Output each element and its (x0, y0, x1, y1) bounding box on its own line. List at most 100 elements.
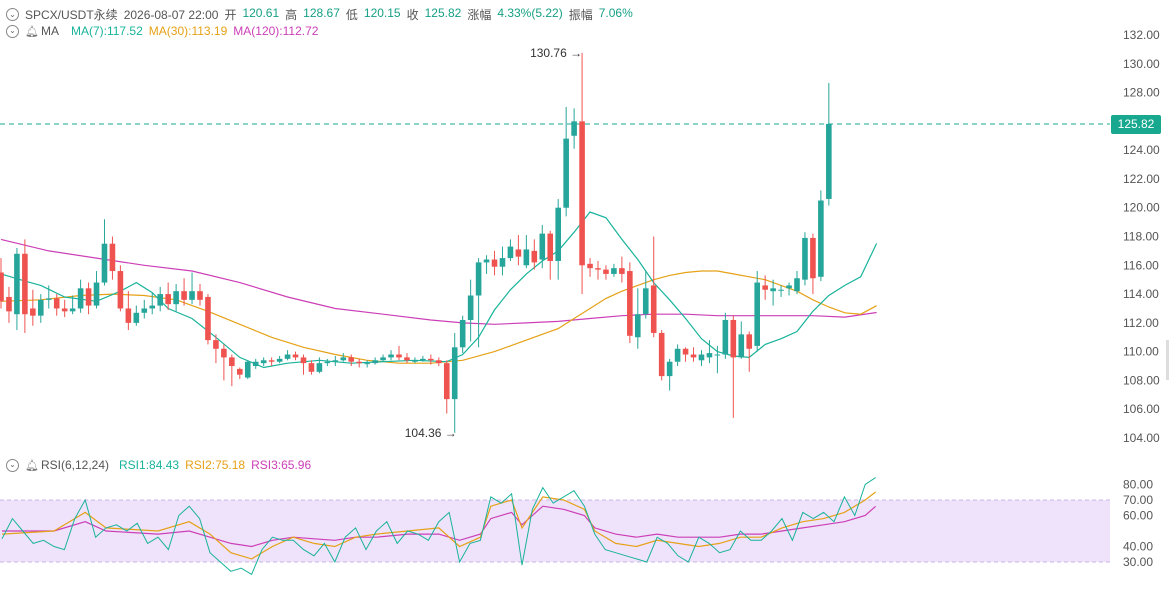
candle-body (205, 296, 211, 341)
ma-indicator-label[interactable]: MA (40, 24, 59, 38)
candle-body (356, 361, 362, 364)
candle-body (595, 268, 601, 270)
candle-body (619, 268, 625, 274)
candle-body (802, 237, 808, 280)
amplitude-value: 7.06% (598, 6, 633, 20)
ma7-line (0, 211, 878, 369)
candle-body (436, 360, 442, 364)
candle-body (316, 363, 323, 372)
ma120-value: MA(120):112.72 (233, 24, 319, 38)
high-annotation: 130.76 → (530, 46, 582, 60)
price-tick-label: 120.00 (1123, 201, 1160, 215)
candle-body (61, 308, 68, 312)
rsi-collapse-icon[interactable]: ⌄ (6, 458, 19, 472)
close-label: 收 (406, 8, 419, 22)
candle-body (141, 308, 148, 313)
price-tick-label: 114.00 (1123, 287, 1159, 301)
candle-body (38, 299, 44, 316)
candle-body (523, 249, 530, 266)
candle-body (85, 288, 92, 306)
candle-body (173, 291, 179, 305)
rsi-alert-bell-icon[interactable]: 🔔︎ (25, 459, 39, 472)
candle-body (818, 200, 824, 277)
candle-body (563, 138, 569, 208)
candle-body (221, 348, 227, 358)
candle-body (499, 258, 506, 267)
candle-body (826, 123, 832, 199)
candle-body (332, 360, 339, 362)
price-tick-label: 110.00 (1123, 345, 1159, 359)
candle-body (754, 282, 760, 346)
price-tick-label: 122.00 (1123, 172, 1160, 186)
candle-body (794, 278, 800, 292)
change-value: 4.33%(5.22) (497, 6, 563, 20)
candle-body (531, 250, 538, 263)
low-annotation: 104.36 → (405, 426, 457, 440)
candle-body (658, 332, 665, 377)
candle-body (380, 357, 386, 361)
rsi3-value: RSI3:65.96 (251, 458, 312, 472)
ohlc-header: ⌄ SPCX/USDT永续 2026-08-07 22:00 开 120.61 高… (6, 6, 633, 23)
candle-body (404, 357, 410, 361)
candle-body (738, 334, 745, 358)
candle-body (109, 243, 116, 272)
price-tick-label: 104.00 (1123, 431, 1160, 445)
candle-body (117, 271, 124, 309)
candle-body (268, 360, 275, 362)
rsi-tick-label: 30.00 (1123, 555, 1153, 569)
rsi-indicator-label[interactable]: RSI(6,12,24) (40, 458, 110, 472)
candle-body (252, 361, 259, 367)
rsi-tick-label: 40.00 (1123, 540, 1153, 554)
collapse-toggle-icon[interactable]: ⌄ (6, 8, 19, 21)
candle-body (213, 340, 219, 349)
rsi-tick-label: 70.00 (1123, 493, 1153, 507)
candle-body (197, 291, 203, 300)
rsi-band (0, 500, 1110, 562)
candle-body (308, 363, 315, 372)
candle-body (133, 312, 140, 323)
high-label: 高 (285, 8, 298, 22)
candle-body (451, 347, 458, 400)
candle-body (364, 363, 370, 365)
candle-body (284, 354, 291, 359)
candle-body (770, 288, 776, 292)
candle-body (507, 246, 514, 259)
candle-body (730, 319, 737, 358)
candle-body (181, 291, 187, 300)
candle-body (396, 354, 402, 358)
ma30-value: MA(30):113.19 (148, 24, 228, 38)
candle-body (635, 314, 641, 338)
candle-body (101, 243, 108, 283)
candle-body (300, 357, 307, 364)
candle-body (157, 294, 163, 306)
price-tick-label: 118.00 (1123, 230, 1159, 244)
low-label: 低 (345, 8, 358, 22)
candle-body (165, 294, 171, 305)
panel-resize-handle[interactable] (1166, 340, 1169, 380)
candle-body (229, 357, 235, 367)
candle-body (587, 263, 593, 269)
candle-body (706, 353, 713, 358)
candle-body (810, 237, 816, 279)
ma-legend: ⌄ 🔔︎ MA MA(7):117.52 MA(30):113.19 MA(12… (6, 24, 318, 38)
candle-body (539, 233, 546, 260)
candle-body (571, 121, 577, 136)
candle-body (555, 207, 561, 261)
alert-bell-icon[interactable]: 🔔︎ (25, 25, 39, 38)
amplitude-label: 振幅 (568, 8, 593, 22)
candle-body (491, 259, 498, 267)
price-tick-label: 108.00 (1123, 373, 1160, 387)
candle-body (467, 295, 474, 320)
candle-body (388, 354, 394, 358)
open-label: 开 (224, 8, 237, 22)
candle-body (682, 348, 689, 355)
rsi1-value: RSI1:84.43 (119, 458, 180, 472)
ma-collapse-icon[interactable]: ⌄ (6, 24, 19, 38)
candle-body (276, 358, 283, 362)
candle-body (189, 291, 195, 300)
rsi1-line (1, 477, 876, 576)
candle-body (348, 357, 355, 362)
rsi2-value: RSI2:75.18 (185, 458, 246, 472)
close-value: 125.82 (424, 6, 462, 20)
